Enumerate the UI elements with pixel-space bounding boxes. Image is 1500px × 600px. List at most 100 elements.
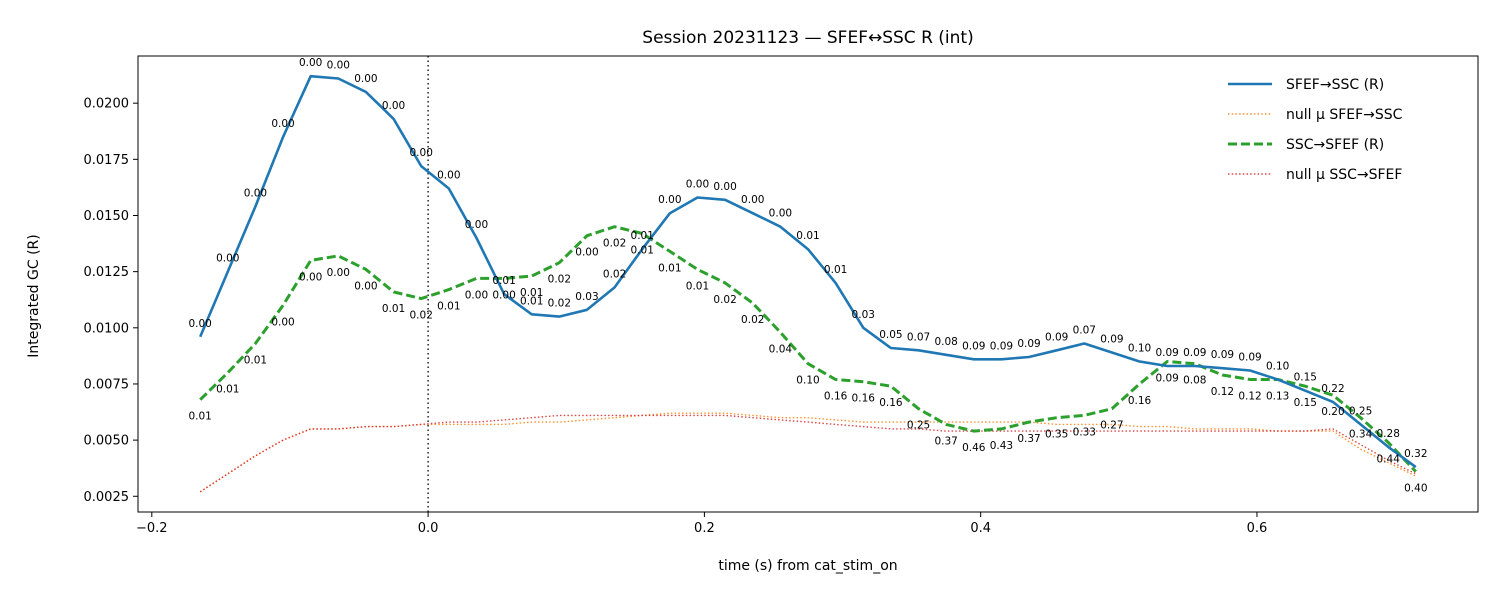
pvalue-label-sfef-ssc: 0.09 — [1045, 331, 1068, 343]
pvalue-label-sfef-ssc: 0.09 — [1211, 349, 1234, 361]
pvalue-label-sfef-ssc: 0.28 — [1377, 428, 1400, 440]
pvalue-label-ssc-sfef: 0.44 — [1377, 453, 1401, 465]
pvalue-label-ssc-sfef: 0.01 — [631, 244, 654, 256]
pvalue-label-sfef-ssc: 0.09 — [1100, 334, 1123, 346]
pvalue-label-sfef-ssc: 0.00 — [354, 73, 377, 85]
pvalue-label-ssc-sfef: 0.01 — [216, 384, 239, 396]
pvalue-label-sfef-ssc: 0.01 — [796, 230, 819, 242]
pvalue-label-sfef-ssc: 0.00 — [741, 194, 764, 206]
pvalue-label-sfef-ssc: 0.10 — [1128, 342, 1151, 354]
pvalue-label-ssc-sfef: 0.01 — [686, 280, 709, 292]
pvalue-label-ssc-sfef: 0.01 — [437, 301, 460, 313]
pvalue-label-ssc-sfef: 0.37 — [934, 435, 957, 447]
pvalue-label-ssc-sfef: 0.10 — [796, 375, 819, 387]
legend-label: null μ SFEF→SSC — [1286, 107, 1403, 123]
pvalue-label-sfef-ssc: 0.00 — [271, 118, 294, 130]
pvalue-label-sfef-ssc: 0.00 — [713, 181, 736, 193]
pvalue-label-sfef-ssc: 0.10 — [1266, 360, 1289, 372]
pvalue-label-ssc-sfef: 0.37 — [1017, 433, 1040, 445]
x-tick-label: 0.2 — [694, 521, 715, 536]
y-tick-label: 0.0050 — [84, 434, 130, 449]
pvalue-label-sfef-ssc: 0.09 — [1017, 338, 1040, 350]
legend-label: null μ SSC→SFEF — [1286, 167, 1402, 183]
x-tick-label: 0.4 — [970, 521, 991, 536]
pvalue-label-ssc-sfef: 0.35 — [1045, 429, 1068, 441]
pvalue-label-ssc-sfef: 0.01 — [188, 411, 211, 423]
legend: SFEF→SSC (R) null μ SFEF→SSC SSC→SFEF (R) n… — [1228, 77, 1403, 183]
pvalue-label-ssc-sfef: 0.00 — [327, 267, 350, 279]
pvalue-label-ssc-sfef: 0.16 — [879, 397, 903, 409]
y-axis-label: Integrated GC (R) — [26, 234, 42, 358]
pvalue-label-sfef-ssc: 0.00 — [216, 253, 239, 265]
pvalue-label-ssc-sfef: 0.00 — [575, 247, 598, 259]
pvalue-label-ssc-sfef: 0.15 — [1294, 397, 1317, 409]
pvalue-label-ssc-sfef: 0.01 — [520, 287, 543, 299]
pvalue-label-sfef-ssc: 0.01 — [520, 295, 543, 307]
pvalue-label-sfef-ssc: 0.09 — [990, 340, 1013, 352]
series-line-null-ssc-sfef — [199, 414, 1417, 493]
pvalue-label-sfef-ssc: 0.02 — [548, 298, 571, 310]
pvalue-label-ssc-sfef: 0.16 — [824, 390, 848, 402]
pvalue-label-sfef-ssc: 0.07 — [1073, 325, 1096, 337]
pvalue-label-sfef-ssc: 0.25 — [1349, 405, 1372, 417]
pvalue-label-ssc-sfef: 0.02 — [741, 314, 764, 326]
pvalue-label-ssc-sfef: 0.01 — [658, 262, 681, 274]
pvalue-label-sfef-ssc: 0.05 — [879, 329, 902, 341]
pvalue-label-sfef-ssc: 0.03 — [575, 291, 598, 303]
pvalue-label-sfef-ssc: 0.00 — [299, 57, 322, 69]
pvalue-label-sfef-ssc: 0.09 — [962, 340, 985, 352]
pvalue-label-ssc-sfef: 0.04 — [769, 343, 793, 355]
pvalue-label-sfef-ssc: 0.09 — [1155, 347, 1178, 359]
pvalue-label-ssc-sfef: 0.00 — [299, 271, 322, 283]
legend-label: SFEF→SSC (R) — [1286, 77, 1384, 93]
plot-area: −0.2 0.0 0.2 0.4 0.6 0.0025 0.0050 0.0075 0.0100… — [84, 55, 1479, 536]
y-tick-label: 0.0150 — [84, 209, 130, 224]
y-tick-label: 0.0075 — [84, 377, 130, 392]
pvalue-label-sfef-ssc: 0.01 — [824, 264, 847, 276]
pvalue-label-ssc-sfef: 0.20 — [1321, 406, 1344, 418]
pvalue-label-ssc-sfef: 0.46 — [962, 442, 986, 454]
pvalue-label-ssc-sfef: 0.00 — [354, 280, 377, 292]
pvalue-label-sfef-ssc: 0.00 — [769, 208, 792, 220]
x-tick-label: 0.6 — [1247, 521, 1268, 536]
pvalue-label-sfef-ssc: 0.00 — [188, 318, 211, 330]
pvalue-label-ssc-sfef: 0.02 — [548, 274, 571, 286]
pvalue-label-ssc-sfef: 0.02 — [713, 294, 736, 306]
pvalue-label-ssc-sfef: 0.12 — [1238, 390, 1261, 402]
pvalue-label-ssc-sfef: 0.33 — [1073, 426, 1096, 438]
pvalue-label-ssc-sfef: 0.00 — [492, 289, 515, 301]
legend-label: SSC→SFEF (R) — [1286, 137, 1384, 153]
y-tick-label: 0.0125 — [84, 265, 130, 280]
series-line-sfef-ssc-r — [199, 74, 1417, 469]
pvalue-label-sfef-ssc: 0.07 — [907, 331, 930, 343]
series-line-ssc-sfef-r — [199, 225, 1417, 473]
pvalue-label-ssc-sfef: 0.27 — [1100, 420, 1123, 432]
pvalue-label-sfef-ssc: 0.03 — [852, 309, 875, 321]
pvalue-label-ssc-sfef: 0.02 — [603, 238, 626, 250]
pvalue-label-sfef-ssc: 0.09 — [1238, 351, 1261, 363]
y-tick-label: 0.0200 — [84, 97, 130, 112]
pvalue-label-ssc-sfef: 0.09 — [1155, 372, 1178, 384]
plot-frame — [137, 55, 1479, 513]
pvalue-label-ssc-sfef: 0.40 — [1404, 483, 1427, 495]
pvalue-label-ssc-sfef: 0.13 — [1266, 390, 1289, 402]
pvalue-label-ssc-sfef: 0.08 — [1183, 375, 1206, 387]
x-axis-label: time (s) from cat_stim_on — [718, 558, 897, 574]
pvalue-label-ssc-sfef: 0.25 — [907, 420, 930, 432]
pvalue-label-ssc-sfef: 0.43 — [990, 440, 1013, 452]
pvalue-label-sfef-ssc: 0.01 — [492, 275, 515, 287]
pvalue-label-sfef-ssc: 0.08 — [934, 336, 957, 348]
pvalue-label-sfef-ssc: 0.00 — [382, 100, 405, 112]
pvalue-label-sfef-ssc: 0.00 — [410, 147, 433, 159]
chart-title: Session 20231123 — SFEF↔SSC R (int) — [642, 28, 973, 48]
y-tick-label: 0.0025 — [84, 490, 130, 505]
pvalue-label-sfef-ssc: 0.32 — [1404, 448, 1427, 460]
pvalue-label-ssc-sfef: 0.16 — [1128, 395, 1152, 407]
pvalue-label-ssc-sfef: 0.00 — [465, 289, 488, 301]
x-tick-label: −0.2 — [136, 521, 168, 536]
pvalue-label-ssc-sfef: 0.12 — [1211, 386, 1234, 398]
pvalue-label-sfef-ssc: 0.00 — [327, 59, 350, 71]
pvalue-label-ssc-sfef: 0.02 — [410, 310, 433, 322]
pvalue-label-ssc-sfef: 0.34 — [1349, 429, 1373, 441]
